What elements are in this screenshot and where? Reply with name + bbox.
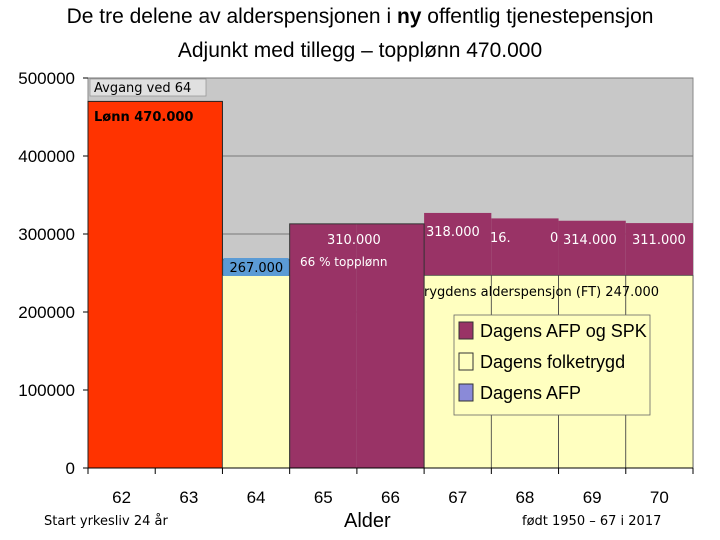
annotation-0: 0 (550, 231, 558, 246)
x-tick-label: 63 (179, 488, 198, 507)
annotation-318: 318.000 (426, 225, 480, 240)
y-tick-label: 500000 (18, 69, 75, 88)
salary-bar (87, 100, 223, 469)
annotation-311: 311.000 (632, 233, 686, 248)
annotation-310: 310.000 (327, 233, 381, 248)
annotation-lonn: Lønn 470.000 (94, 110, 193, 125)
avgang-label-box (89, 78, 207, 97)
title-part1: De tre delene av alderspensjonen i (66, 5, 397, 28)
footer-start-career: Start yrkesliv 24 år (44, 514, 168, 529)
x-axis-title: Alder (344, 510, 391, 532)
legend-entry: Dagens AFP (480, 383, 581, 403)
x-tick-label: 62 (112, 488, 131, 507)
x-tick-label: 69 (583, 488, 602, 507)
chart-title-line2: Adjunkt med tillegg – topplønn 470.000 (177, 39, 543, 62)
title-part2: offentlig tjenestepensjon (421, 5, 654, 28)
legend (453, 314, 651, 416)
annotation-avgang: Avgang ved 64 (94, 81, 191, 96)
x-tick-label: 66 (381, 488, 400, 507)
bar-afp-spk (289, 223, 357, 468)
y-tick-label: 400000 (18, 147, 75, 166)
chart-title-line1: De tre delene av alderspensjonen i ny of… (0, 4, 720, 30)
legend-swatch (458, 321, 474, 340)
annotation-314: 314.000 (563, 233, 617, 248)
legend-swatch (458, 383, 474, 402)
y-tick-label: 200000 (18, 303, 75, 322)
x-tick-label: 64 (247, 488, 266, 507)
annotation-folketrygd: rygdens alderspensjon (FT) 247.000 (424, 285, 659, 300)
annotation-66-pct: 66 % topplønn (300, 255, 387, 269)
legend-entry: Dagens folketrygd (480, 352, 625, 372)
bar-folketrygd (222, 274, 291, 469)
legend-entry: Dagens AFP og SPK (480, 321, 647, 341)
bar-afp-spk (356, 223, 425, 468)
title-bold-word: ny (396, 5, 422, 28)
y-tick-label: 300000 (18, 225, 75, 244)
x-tick-label: 67 (448, 488, 467, 507)
x-tick-label: 70 (650, 488, 669, 507)
annotation-16: 16. (490, 231, 511, 246)
annotation-267: 267.000 (229, 261, 283, 276)
legend-box (453, 314, 651, 416)
legend-swatch (458, 352, 474, 371)
x-tick-label: 68 (515, 488, 534, 507)
y-tick-label: 100000 (18, 381, 75, 400)
footer-born: født 1950 – 67 i 2017 (522, 514, 662, 529)
afp-value-box (223, 258, 289, 276)
x-tick-label: 65 (314, 488, 333, 507)
y-tick-label: 0 (66, 459, 75, 478)
